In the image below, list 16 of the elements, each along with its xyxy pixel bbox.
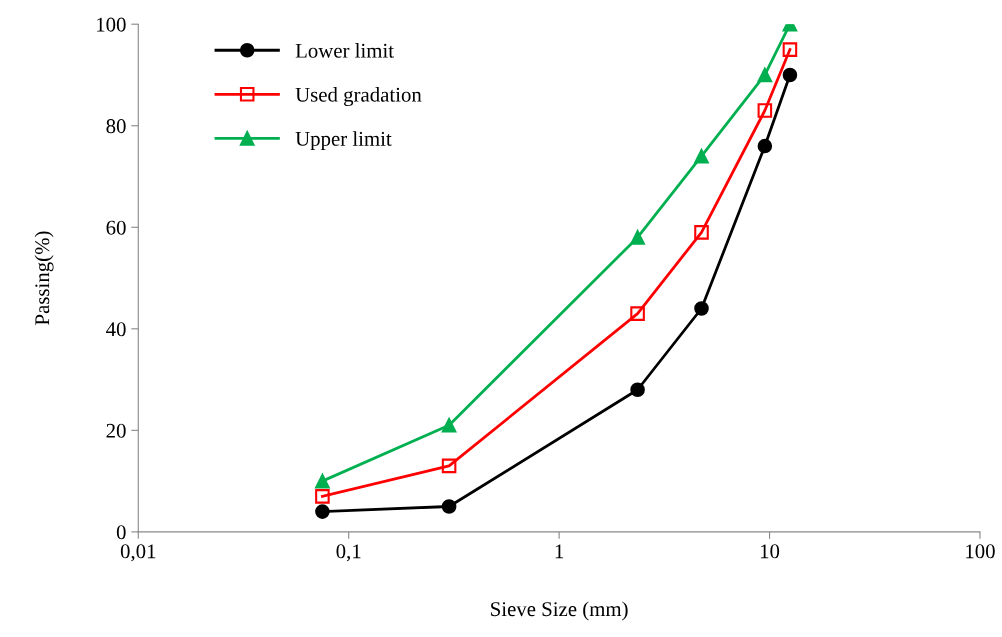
legend-label: Upper limit	[295, 131, 392, 151]
y-tick-label: 80	[106, 119, 126, 134]
x-tick-label: 0,1	[336, 544, 361, 562]
legend-label: Lower limit	[295, 43, 394, 58]
y-tick-label: 100	[97, 17, 126, 32]
y-tick-label: 60	[106, 220, 126, 235]
x-tick-label: 100	[966, 544, 995, 559]
x-axis-title: Sieve Size (mm)	[491, 601, 628, 621]
legend-label: Used gradation	[295, 87, 422, 107]
y-tick-label: 40	[106, 322, 126, 337]
x-tick-label: 0,01	[120, 544, 156, 562]
y-axis-title: Passing(%)	[34, 231, 54, 325]
y-tick-label: 0	[116, 525, 126, 540]
y-tick-label: 20	[106, 423, 126, 438]
x-tick-label: 1	[555, 544, 564, 559]
x-tick-label: 10	[760, 544, 780, 559]
